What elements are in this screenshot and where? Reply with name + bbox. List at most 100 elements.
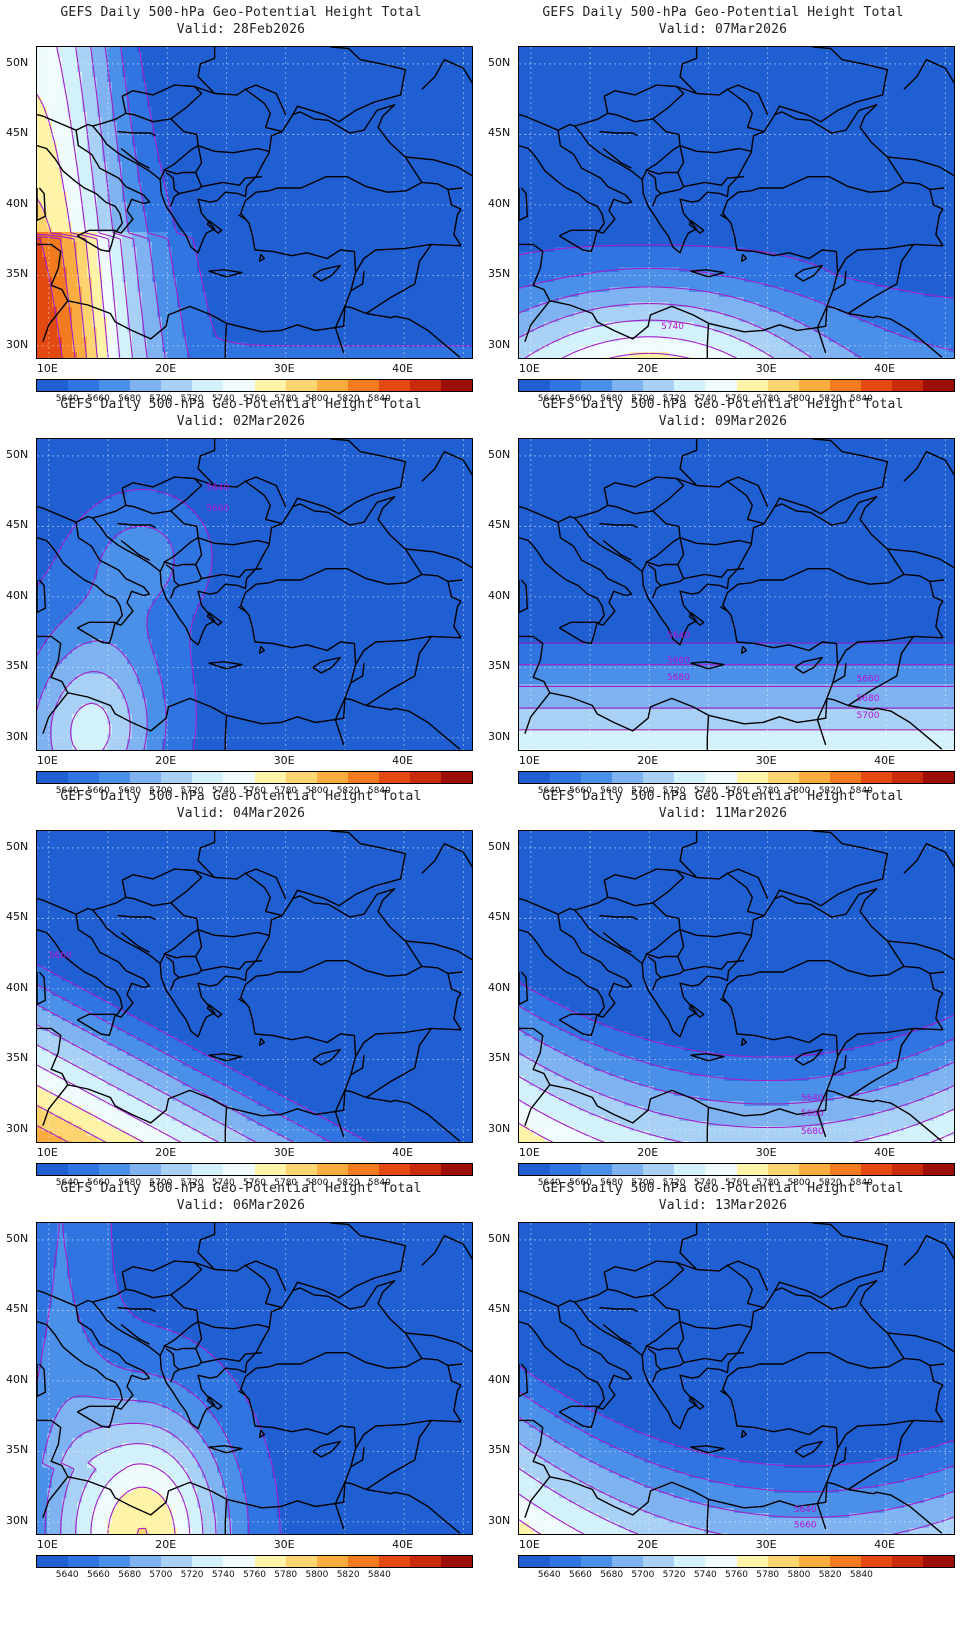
map-panel: GEFS Daily 500-hPa Geo-Potential Height … xyxy=(482,0,964,410)
contour-5740 xyxy=(519,1493,585,1534)
colorbar-swatch xyxy=(705,1164,737,1175)
colorbar-swatch xyxy=(674,772,706,783)
lat-label: 50N xyxy=(488,56,510,69)
lat-label: 50N xyxy=(6,840,28,853)
lat-label: 50N xyxy=(6,1232,28,1245)
contour-label: 5640 xyxy=(794,1505,817,1515)
contour-5680 xyxy=(104,47,166,358)
lon-label: 30E xyxy=(756,754,777,767)
colorbar-swatch xyxy=(891,1556,924,1567)
colorbar-label: 5800 xyxy=(305,394,328,404)
colorbar-swatch xyxy=(285,1556,317,1567)
lon-label: 20E xyxy=(637,1538,658,1551)
colorbar-label: 5840 xyxy=(368,786,391,796)
colorbar-label: 5740 xyxy=(212,786,235,796)
colorbar-swatch xyxy=(37,1556,69,1567)
colorbar-swatch xyxy=(891,1164,924,1175)
coastlines-and-borders xyxy=(519,831,954,1142)
coastlines-and-borders xyxy=(37,831,472,1142)
coastlines-and-borders xyxy=(519,47,954,358)
colorbar-swatch xyxy=(254,380,286,391)
colorbar-swatch xyxy=(829,380,861,391)
colorbar-label: 5800 xyxy=(787,786,810,796)
shaded-height-field xyxy=(37,439,472,750)
colorbar-label: 5840 xyxy=(368,394,391,404)
lat-label: 40N xyxy=(6,981,28,994)
colorbar-swatch xyxy=(441,1556,473,1567)
colorbar-label: 5680 xyxy=(118,1178,141,1188)
colorbar-label: 5820 xyxy=(337,1178,360,1188)
contour-label: 5680 xyxy=(801,1127,824,1137)
colorbar-label: 5740 xyxy=(694,1178,717,1188)
panel-valid-date: Valid: 11Mar2026 xyxy=(482,806,964,821)
colorbar-label: 5840 xyxy=(368,1570,391,1580)
colorbar-swatch xyxy=(316,772,348,783)
colorbar-swatch xyxy=(923,380,955,391)
colorbar-swatch xyxy=(923,1164,955,1175)
colorbar-swatch xyxy=(37,380,69,391)
colorbar-label: 5760 xyxy=(243,1178,266,1188)
colorbar-label: 5660 xyxy=(87,786,110,796)
contour-5700 xyxy=(519,1442,954,1534)
map-panel: GEFS Daily 500-hPa Geo-Potential Height … xyxy=(0,392,482,802)
colorbar-label: 5800 xyxy=(787,394,810,404)
map-svg: 5640 5660 5680 5660 5680 5700 xyxy=(519,439,954,750)
colorbar-label: 5840 xyxy=(850,1570,873,1580)
lat-label: 30N xyxy=(6,730,28,743)
lat-label: 45N xyxy=(488,1302,510,1315)
lat-label: 45N xyxy=(6,1302,28,1315)
colorbar-swatch xyxy=(736,772,768,783)
colorbar-swatch xyxy=(161,1556,193,1567)
colorbar-swatch xyxy=(643,1164,675,1175)
colorbar-swatch xyxy=(378,772,410,783)
colorbar-label: 5820 xyxy=(819,394,842,404)
lon-label: 40E xyxy=(874,362,895,375)
colorbar-swatch xyxy=(767,1164,799,1175)
colorbar-label: 5780 xyxy=(756,1178,779,1188)
contour-5780 xyxy=(37,197,98,358)
contour-5640 xyxy=(519,1365,954,1467)
colorbar-label: 5740 xyxy=(212,1570,235,1580)
lat-label: 40N xyxy=(488,589,510,602)
colorbar-label: 5840 xyxy=(368,1178,391,1188)
colorbar-swatch xyxy=(409,772,442,783)
colorbar-swatch xyxy=(68,1164,100,1175)
colorbar-label: 5820 xyxy=(819,786,842,796)
contour-5740 xyxy=(56,47,121,358)
colorbar-swatch xyxy=(130,380,162,391)
panel-title: GEFS Daily 500-hPa Geo-Potential Height … xyxy=(0,1181,482,1196)
colorbar-label: 5800 xyxy=(305,786,328,796)
colorbar-swatch xyxy=(68,1556,100,1567)
colorbar-swatch xyxy=(161,1164,193,1175)
lat-label: 40N xyxy=(6,1373,28,1386)
colorbar xyxy=(36,1555,473,1568)
shaded-height-field xyxy=(519,439,954,750)
colorbar-label: 5820 xyxy=(337,394,360,404)
colorbar-swatch xyxy=(409,1556,442,1567)
colorbar-swatch xyxy=(829,1164,861,1175)
panel-title: GEFS Daily 500-hPa Geo-Potential Height … xyxy=(0,789,482,804)
colorbar-label: 5720 xyxy=(663,786,686,796)
colorbar-swatch xyxy=(519,1164,551,1175)
map-panel: GEFS Daily 500-hPa Geo-Potential Height … xyxy=(0,0,482,410)
colorbar-label: 5700 xyxy=(149,786,172,796)
map-panel: GEFS Daily 500-hPa Geo-Potential Height … xyxy=(482,784,964,1194)
colorbar-swatch xyxy=(223,1164,255,1175)
lat-label: 30N xyxy=(488,338,510,351)
contour-5740 xyxy=(37,1064,182,1142)
colorbar-swatch xyxy=(860,772,892,783)
colorbar-label: 5780 xyxy=(274,1570,297,1580)
colorbar-swatch xyxy=(612,380,644,391)
colorbar xyxy=(518,1163,955,1176)
lat-label: 50N xyxy=(6,448,28,461)
map-svg: 5640 5660 xyxy=(37,439,472,750)
colorbar-swatch xyxy=(674,1164,706,1175)
panel-title: GEFS Daily 500-hPa Geo-Potential Height … xyxy=(482,1181,964,1196)
lat-label: 30N xyxy=(6,1122,28,1135)
panel-valid-date: Valid: 07Mar2026 xyxy=(482,22,964,37)
colorbar-swatch xyxy=(99,772,131,783)
coastlines-and-borders xyxy=(37,47,472,358)
shaded-height-field xyxy=(37,831,472,1142)
graticule xyxy=(37,439,472,750)
lon-label: 20E xyxy=(637,1146,658,1159)
